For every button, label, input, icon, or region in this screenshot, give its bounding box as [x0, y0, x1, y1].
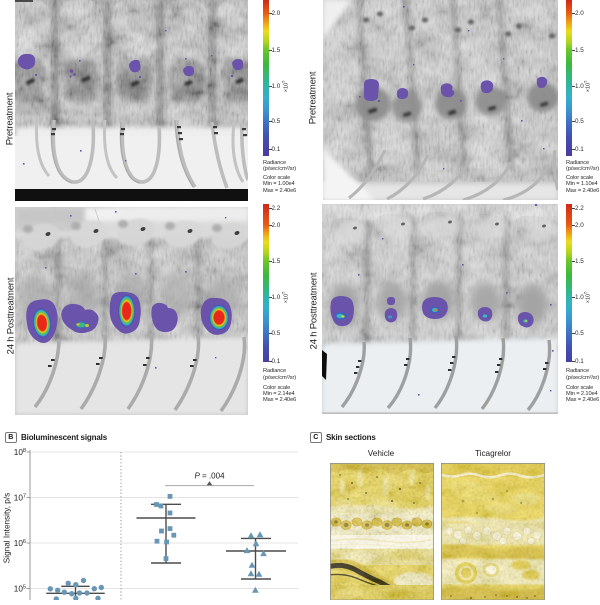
svg-text:105: 105 [14, 585, 26, 594]
svg-text:106: 106 [14, 539, 26, 548]
svg-text:107: 107 [14, 494, 26, 503]
svg-text:P = .004: P = .004 [194, 472, 225, 481]
svg-text:Signal Intensity, p/s: Signal Intensity, p/s [3, 493, 12, 563]
svg-text:108: 108 [14, 448, 26, 457]
